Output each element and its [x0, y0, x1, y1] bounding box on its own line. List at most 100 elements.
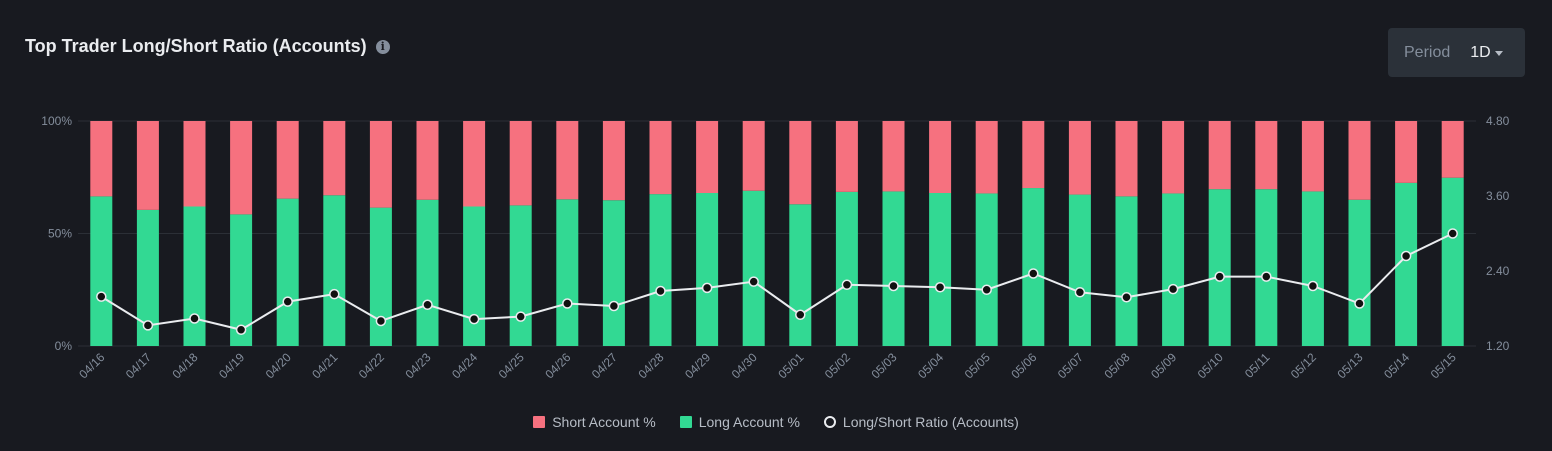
chart-header: Top Trader Long/Short Ratio (Accounts) i	[25, 36, 390, 57]
short-bar	[1395, 121, 1418, 183]
short-bar	[929, 121, 952, 193]
x-tick-label: 05/09	[1148, 350, 1179, 381]
long-bar	[1395, 182, 1418, 346]
legend-label-short: Short Account %	[552, 414, 656, 430]
long-bar	[136, 209, 159, 346]
ratio-point	[1028, 268, 1039, 279]
short-bar	[1115, 121, 1138, 197]
short-bar	[276, 121, 299, 199]
ratio-point	[981, 284, 992, 295]
x-tick-label: 05/05	[962, 350, 993, 381]
y-right-tick-label: 2.40	[1486, 264, 1510, 278]
x-tick-label: 05/07	[1055, 350, 1086, 381]
short-bar	[1348, 121, 1371, 200]
long-bar	[975, 193, 998, 346]
long-swatch	[679, 416, 692, 428]
x-tick-label: 05/01	[775, 350, 806, 381]
x-tick-label: 04/23	[402, 350, 433, 381]
info-icon[interactable]: i	[375, 39, 390, 54]
short-bar	[1162, 121, 1185, 194]
x-tick-label: 05/08	[1101, 350, 1132, 381]
period-label: Period	[1404, 43, 1451, 61]
ratio-point	[562, 298, 573, 309]
long-bar	[789, 204, 812, 346]
short-bar	[230, 121, 253, 215]
short-bar	[649, 121, 672, 195]
x-tick-label: 05/12	[1288, 350, 1319, 381]
legend-label-long: Long Account %	[698, 414, 800, 430]
x-tick-label: 05/14	[1381, 350, 1412, 381]
long-bar	[90, 196, 113, 346]
long-bar	[183, 206, 206, 346]
ratio-point	[189, 313, 200, 324]
short-bar	[602, 121, 625, 201]
x-tick-label: 04/22	[356, 350, 387, 381]
ratio-point	[1167, 283, 1179, 295]
ratio-point	[608, 300, 620, 312]
ratio-point	[422, 299, 433, 310]
legend-item-ratio[interactable]: Long/Short Ratio (Accounts)	[823, 414, 1019, 430]
short-bar	[1068, 121, 1091, 195]
long-bar	[230, 214, 253, 346]
legend-item-short[interactable]: Short Account %	[533, 414, 656, 430]
legend-item-long[interactable]: Long Account %	[679, 414, 800, 430]
x-tick-label: 05/06	[1008, 350, 1039, 381]
x-tick-label: 04/29	[682, 350, 713, 381]
x-tick-label: 04/18	[169, 350, 200, 381]
y-right-tick-label: 1.20	[1486, 339, 1510, 353]
long-bar	[1022, 188, 1045, 346]
long-bar	[1255, 189, 1278, 346]
y-left-tick-label: 0%	[55, 339, 73, 353]
long-bar	[1441, 177, 1464, 346]
y-left-tick-label: 50%	[48, 227, 72, 241]
long-bar	[556, 199, 579, 346]
long-bar	[649, 194, 672, 346]
chevron-down-icon[interactable]	[1494, 51, 1503, 56]
x-tick-label: 05/04	[915, 350, 946, 381]
ratio-point	[468, 313, 480, 325]
short-bar	[369, 121, 392, 208]
x-tick-label: 04/28	[635, 350, 666, 381]
short-bar	[136, 121, 159, 210]
period-value[interactable]: 1D	[1470, 43, 1491, 61]
legend-label-ratio: Long/Short Ratio (Accounts)	[842, 414, 1019, 430]
x-tick-label: 05/13	[1334, 350, 1365, 381]
long-bar	[1348, 199, 1371, 346]
y-right-tick-label: 3.60	[1486, 189, 1510, 203]
short-bar	[90, 121, 113, 197]
ratio-point	[655, 285, 666, 297]
long-bar	[1162, 193, 1185, 346]
ratio-point	[1354, 298, 1365, 309]
x-tick-label: 04/21	[309, 350, 340, 381]
ratio-point	[748, 276, 759, 287]
short-bar	[323, 121, 346, 196]
short-bar	[696, 121, 719, 193]
long-bar	[602, 200, 625, 346]
ratio-point	[1121, 292, 1132, 303]
x-tick-label: 04/17	[123, 350, 154, 381]
y-left-tick-label: 100%	[41, 114, 72, 128]
x-tick-label: 05/15	[1428, 350, 1459, 381]
long-bar	[835, 191, 858, 346]
long-bar	[742, 190, 765, 346]
long-bar	[463, 206, 486, 346]
long-bar	[1068, 194, 1091, 346]
short-bar	[1208, 121, 1231, 190]
ratio-point	[375, 315, 387, 327]
long-bar	[416, 199, 439, 346]
x-tick-label: 04/30	[729, 350, 760, 381]
x-tick-label: 04/24	[449, 350, 480, 381]
ratio-point	[888, 280, 899, 292]
long-bar	[882, 191, 905, 346]
ratio-point	[282, 296, 293, 307]
short-bar	[882, 121, 905, 192]
ratio-point	[795, 309, 806, 320]
long-bar	[696, 193, 719, 346]
x-tick-label: 04/16	[76, 350, 107, 381]
ratio-point	[1261, 271, 1272, 282]
ratio-point	[329, 288, 340, 300]
x-tick-label: 05/02	[822, 350, 853, 381]
period-selector[interactable]: Period 1D	[1388, 28, 1525, 77]
long-bar	[929, 193, 952, 346]
y-right-tick-label: 4.80	[1486, 114, 1510, 128]
